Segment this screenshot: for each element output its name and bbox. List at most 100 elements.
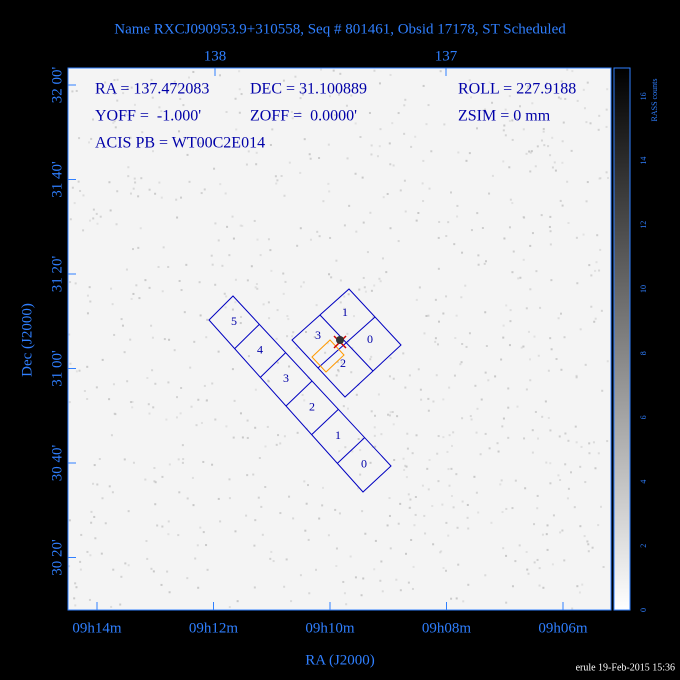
noise-dot: [442, 567, 445, 570]
noise-dot: [355, 230, 358, 233]
noise-dot: [359, 449, 362, 452]
noise-dot: [93, 515, 96, 518]
noise-dot: [88, 141, 91, 144]
noise-dot: [523, 437, 526, 440]
noise-dot: [272, 560, 275, 563]
noise-dot: [225, 425, 228, 428]
noise-dot: [286, 335, 289, 338]
noise-dot: [538, 567, 541, 570]
noise-dot: [347, 293, 350, 296]
noise-dot: [304, 331, 307, 334]
noise-dot: [566, 68, 569, 71]
noise-dot: [576, 585, 579, 588]
noise-dot: [166, 570, 169, 573]
noise-dot: [86, 312, 89, 315]
noise-dot: [448, 484, 451, 487]
noise-dot: [597, 128, 600, 131]
noise-dot: [516, 90, 519, 93]
noise-dot: [318, 517, 321, 520]
noise-dot: [321, 504, 324, 507]
noise-dot: [299, 171, 302, 174]
noise-dot: [335, 565, 338, 568]
noise-dot: [465, 159, 468, 162]
noise-dot: [501, 425, 504, 428]
noise-dot: [436, 343, 439, 346]
noise-dot: [459, 363, 462, 366]
noise-dot: [412, 565, 415, 568]
noise-dot: [282, 292, 285, 295]
noise-dot: [566, 497, 569, 500]
noise-dot: [484, 432, 487, 435]
noise-dot: [392, 423, 395, 426]
noise-dot: [374, 539, 377, 542]
noise-dot: [228, 497, 231, 500]
noise-dot: [571, 607, 574, 610]
noise-dot: [369, 211, 372, 214]
noise-dot: [123, 458, 126, 461]
noise-dot: [590, 305, 593, 308]
noise-dot: [566, 180, 569, 183]
noise-dot: [203, 384, 206, 387]
noise-dot: [168, 338, 171, 341]
noise-dot: [564, 97, 567, 100]
noise-dot: [453, 374, 456, 377]
noise-dot: [423, 332, 426, 335]
noise-dot: [344, 310, 347, 313]
chip-divider: [259, 352, 287, 378]
noise-dot: [407, 493, 410, 496]
noise-dot: [186, 577, 189, 580]
noise-dot: [327, 87, 330, 90]
noise-dot: [112, 383, 115, 386]
noise-dot: [422, 84, 425, 87]
noise-dot: [431, 504, 434, 507]
noise-dot: [411, 452, 414, 455]
colorbar-tick-label: 4: [639, 480, 648, 484]
noise-dot: [531, 232, 534, 235]
left-tick-label: 31 40': [49, 161, 65, 198]
noise-dot: [407, 581, 410, 584]
noise-dot: [173, 349, 176, 352]
noise-dot: [403, 468, 406, 471]
noise-dot: [261, 533, 264, 536]
noise-dot: [555, 358, 558, 361]
noise-dot: [234, 530, 237, 533]
noise-dot: [130, 86, 133, 89]
noise-dot: [448, 386, 451, 389]
noise-dot: [96, 483, 99, 486]
noise-dot: [523, 216, 526, 219]
noise-dot: [78, 137, 81, 140]
noise-dot: [132, 248, 135, 251]
noise-dot: [213, 167, 216, 170]
noise-dot: [470, 229, 473, 232]
noise-dot: [205, 336, 208, 339]
noise-dot: [397, 240, 400, 243]
noise-dot: [104, 522, 107, 525]
noise-dot: [145, 540, 148, 543]
noise-dot: [290, 110, 293, 113]
noise-dot: [298, 111, 301, 114]
noise-dot: [399, 502, 402, 505]
noise-dot: [545, 461, 548, 464]
noise-dot: [269, 557, 272, 560]
noise-dot: [505, 554, 508, 557]
noise-dot: [318, 156, 321, 159]
noise-dot: [321, 486, 324, 489]
noise-dot: [178, 279, 181, 282]
chip-divider: [285, 380, 313, 407]
noise-dot: [205, 544, 208, 547]
noise-dot: [241, 436, 244, 439]
chip-label: 1: [342, 305, 348, 319]
noise-dot: [315, 304, 318, 307]
noise-dot: [373, 69, 376, 72]
noise-dot: [148, 188, 151, 191]
noise-dot: [116, 190, 119, 193]
noise-dot: [509, 309, 512, 312]
noise-dot: [389, 547, 392, 550]
noise-dot: [221, 264, 224, 267]
noise-dot: [239, 412, 242, 415]
noise-dot: [228, 606, 231, 609]
noise-dot: [586, 81, 589, 84]
source: [336, 336, 344, 344]
noise-dot: [157, 265, 160, 268]
noise-dot: [389, 227, 392, 230]
